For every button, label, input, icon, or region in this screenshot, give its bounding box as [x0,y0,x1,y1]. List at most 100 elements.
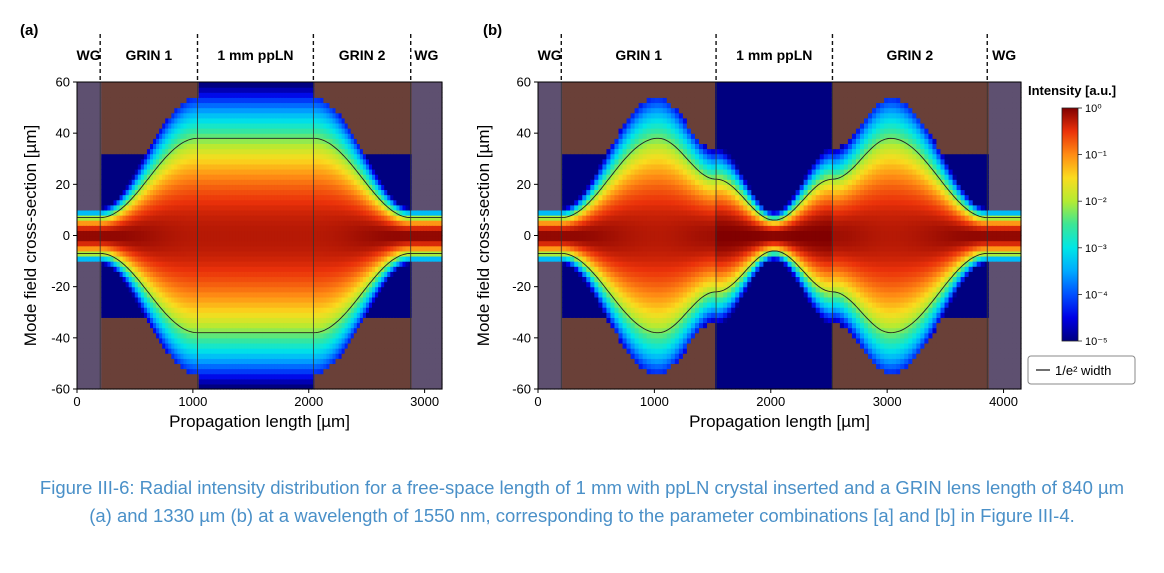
heatmap-cell [95,286,99,293]
heatmap-cell [296,179,300,185]
heatmap-cell [122,189,127,196]
heatmap-cell [95,327,99,334]
heatmap-cell [134,342,139,349]
heatmap-cell [153,378,157,385]
heatmap-cell [271,337,276,344]
heatmap-cell [280,317,285,324]
heatmap-cell [271,322,276,329]
heatmap-cell [280,250,285,257]
heatmap-cell [177,92,182,98]
heatmap-cell [156,291,160,298]
heatmap-cell [168,266,172,272]
heatmap-cell [241,128,245,134]
heatmap-cell [262,245,267,252]
heatmap-cell [289,348,294,354]
heatmap-cell [219,92,224,98]
heatmap-cell [299,337,303,344]
heatmap-cell [305,353,309,359]
heatmap-cell [213,179,218,185]
heatmap-cell [265,296,270,303]
heatmap-cell [80,97,84,104]
heatmap-cell [265,363,270,370]
heatmap-cell [171,204,175,211]
heatmap-cell [186,363,191,370]
heatmap-cell [241,250,245,257]
heatmap-cell [137,255,142,262]
heatmap-cell [83,87,87,93]
heatmap-cell [125,307,130,313]
heatmap-cell [104,373,109,380]
heatmap-cell [77,112,81,119]
heatmap-cell [296,245,300,252]
heatmap-cell [165,117,169,124]
heatmap-cell [323,342,328,349]
heatmap-cell [296,82,300,88]
heatmap-cell [207,368,212,375]
heatmap-cell [159,82,163,88]
heatmap-cell [128,230,133,237]
heatmap-cell [89,112,93,119]
heatmap-cell [250,230,255,237]
heatmap-cell [134,112,139,119]
heatmap-cell [302,204,306,211]
heatmap-cell [265,87,270,93]
heatmap-cell [238,158,242,165]
heatmap-cell [146,204,151,211]
heatmap-cell [259,133,264,139]
heatmap-cell [146,102,151,109]
heatmap-cell [165,82,169,88]
heatmap-cell [210,163,215,170]
heatmap-cell [83,358,87,365]
heatmap-cell [92,327,96,334]
heatmap-cell [140,378,145,385]
heatmap-cell [162,148,166,155]
heatmap-cell [95,153,99,160]
heatmap-cell [177,128,182,134]
heatmap-cell [201,92,206,98]
heatmap-cell [107,255,112,262]
heatmap-cell [292,368,297,375]
heatmap-cell [86,337,90,344]
heatmap-cell [131,286,136,293]
heatmap-cell [137,337,142,344]
heatmap-cell [128,296,133,303]
heatmap-cell [168,358,172,365]
heatmap-cell [235,133,239,139]
heatmap-cell [271,128,276,134]
heatmap-cell [280,102,285,109]
heatmap-cell [265,271,270,278]
heatmap-cell [274,107,279,114]
heatmap-cell [116,163,121,170]
heatmap-cell [229,174,233,180]
heatmap-cell [110,112,115,119]
heatmap-cell [262,122,267,129]
heatmap-cell [174,107,178,114]
heatmap-cell [125,179,130,185]
heatmap-cell [213,158,218,165]
heatmap-cell [308,322,312,329]
heatmap-cell [89,92,93,98]
heatmap-cell [143,383,148,390]
heatmap-cell [192,373,197,380]
heatmap-cell [171,317,175,324]
heatmap-cell [80,373,84,380]
heatmap-cell [241,373,245,380]
heatmap-cell [210,378,215,385]
heatmap-cell [201,204,206,211]
heatmap-cell [229,220,233,226]
heatmap-cell [256,363,261,370]
heatmap-cell [262,286,267,293]
heatmap-cell [168,337,172,344]
heatmap-cell [326,133,331,139]
heatmap-cell [296,143,300,150]
heatmap-cell [137,378,142,385]
heatmap-cell [283,215,288,221]
heatmap-cell [116,240,121,247]
heatmap-cell [177,373,182,380]
heatmap-cell [229,117,233,124]
heatmap-cell [174,368,178,375]
heatmap-cell [244,240,248,247]
heatmap-cell [77,174,81,180]
heatmap-cell [86,163,90,170]
